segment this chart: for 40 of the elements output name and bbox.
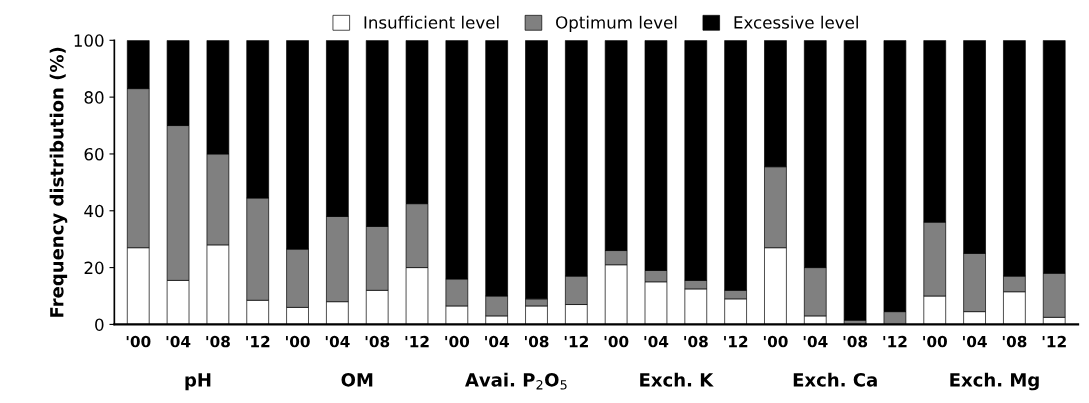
y-axis-title: Frequency distribution (%) (49, 47, 68, 317)
x-tick-label: '12 (564, 335, 588, 348)
x-tick-label: '12 (246, 335, 270, 348)
y-tick-label: 80 (84, 91, 104, 104)
y-tick-label: 100 (74, 34, 104, 47)
x-tick-label: '12 (405, 335, 429, 348)
x-tick-label: '08 (365, 335, 390, 348)
x-tick-label: '00 (126, 335, 151, 348)
x-tick-label: '08 (1002, 335, 1027, 348)
legend-label: Excessive level (734, 15, 858, 29)
x-tick-label: '00 (445, 335, 470, 348)
x-tick-label: '04 (485, 335, 509, 348)
x-tick-label: '04 (644, 335, 669, 348)
x-tick-label: '12 (883, 335, 907, 348)
x-tick-label: '08 (524, 335, 549, 348)
x-tick-label: '04 (325, 335, 350, 348)
text: Exch. Ca (793, 372, 877, 387)
y-tick-label: 20 (84, 261, 104, 275)
text: Avai. P$_{2}$O$_{5}$ (465, 372, 567, 390)
x-tick-label: '00 (604, 335, 629, 348)
text: Exch. Mg (950, 372, 1039, 391)
y-tick-label: 40 (84, 204, 104, 218)
y-tick-label: 0 (95, 318, 104, 331)
x-tick-label: '04 (803, 335, 828, 348)
x-tick-label: '08 (684, 335, 708, 348)
x-tick-label: '08 (206, 335, 230, 348)
x-tick-label: '04 (166, 335, 191, 348)
y-tick-label: 60 (84, 147, 104, 161)
x-tick-label: '00 (923, 335, 947, 348)
legend-label: Optimum level (556, 15, 677, 32)
legend-label: Insufficient level (364, 15, 499, 29)
x-tick-label: '08 (843, 335, 868, 348)
text: pH (185, 373, 211, 391)
x-tick-label: '04 (963, 335, 987, 348)
x-tick-label: '12 (1042, 335, 1066, 348)
x-tick-label: '12 (724, 335, 748, 348)
text: Exch. K (640, 372, 714, 387)
x-tick-label: '00 (286, 335, 310, 348)
x-tick-label: '00 (763, 335, 788, 348)
text: OM (341, 373, 373, 387)
